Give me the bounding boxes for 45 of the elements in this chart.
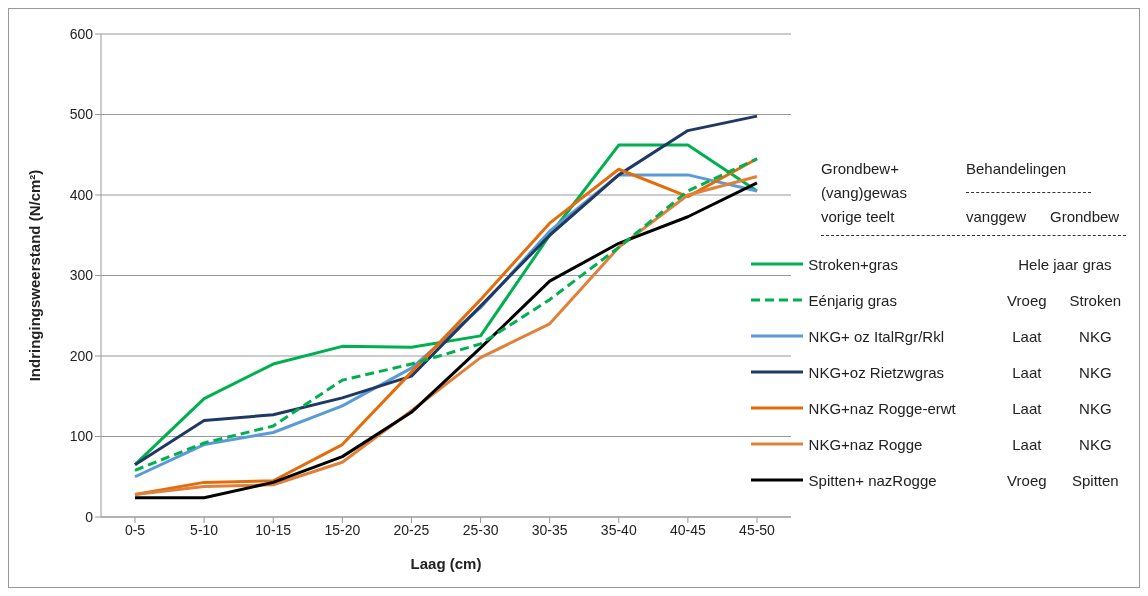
text: Grondbew+ [821,159,900,179]
x-tick-label: 40-45 [669,521,706,538]
x-tick-label: 5-10 [190,521,219,538]
text: Laat [1011,363,1043,381]
x-tick-label: 20-25 [393,521,430,538]
text: Laat [1011,435,1043,453]
text: Hele jaar gras [1017,255,1113,273]
x-tick-label: 10-15 [255,521,292,538]
text: Stroken [1068,291,1123,309]
x-tick-label: 15-20 [324,521,361,538]
y-tick-label: 400 [69,186,94,203]
text: Laat [1011,327,1043,345]
y-tick-label: 200 [69,347,94,364]
legend-label: NKG+oz Rietzwgras [808,363,946,381]
text: Behandelingen [966,159,1068,179]
legend-label: Spitten+ nazRogge [808,471,938,489]
text: Laat [1011,399,1043,417]
text: vorige teelt [821,207,896,227]
text: NKG [1078,363,1113,381]
x-tick-label: 30-35 [531,521,568,538]
x-tick-label: 35-40 [600,521,637,538]
text: (vang)gewas [821,183,908,203]
legend-label: NKG+naz Rogge-erwt [808,399,957,417]
text: Vroeg [1006,291,1048,309]
legend-label: NKG+ oz ItalRgr/Rkl [808,327,946,345]
x-tick-label: 25-30 [462,521,499,538]
y-tick-label: 100 [69,428,94,445]
y-axis-title: Indringingsweerstand (N/cm²) [26,169,44,382]
y-tick-label: 300 [69,267,94,284]
y-tick-label: 600 [69,25,94,42]
x-tick-label: 0-5 [124,521,146,538]
text: vanggew [966,207,1028,227]
text: Grondbew [1050,207,1120,227]
text: NKG [1078,327,1113,345]
legend-label: Stroken+gras [808,255,899,273]
text: NKG [1078,435,1113,453]
text: Vroeg [1006,471,1048,489]
x-tick-label: 45-50 [739,521,776,538]
y-tick-label: 500 [69,106,94,123]
y-tick-label: 0 [85,508,94,525]
text: Spitten [1070,471,1120,489]
legend-label: Eénjarig gras [808,291,898,309]
legend-label: NKG+naz Rogge [808,435,924,453]
text: NKG [1078,399,1113,417]
x-axis-title: Laag (cm) [410,555,482,572]
